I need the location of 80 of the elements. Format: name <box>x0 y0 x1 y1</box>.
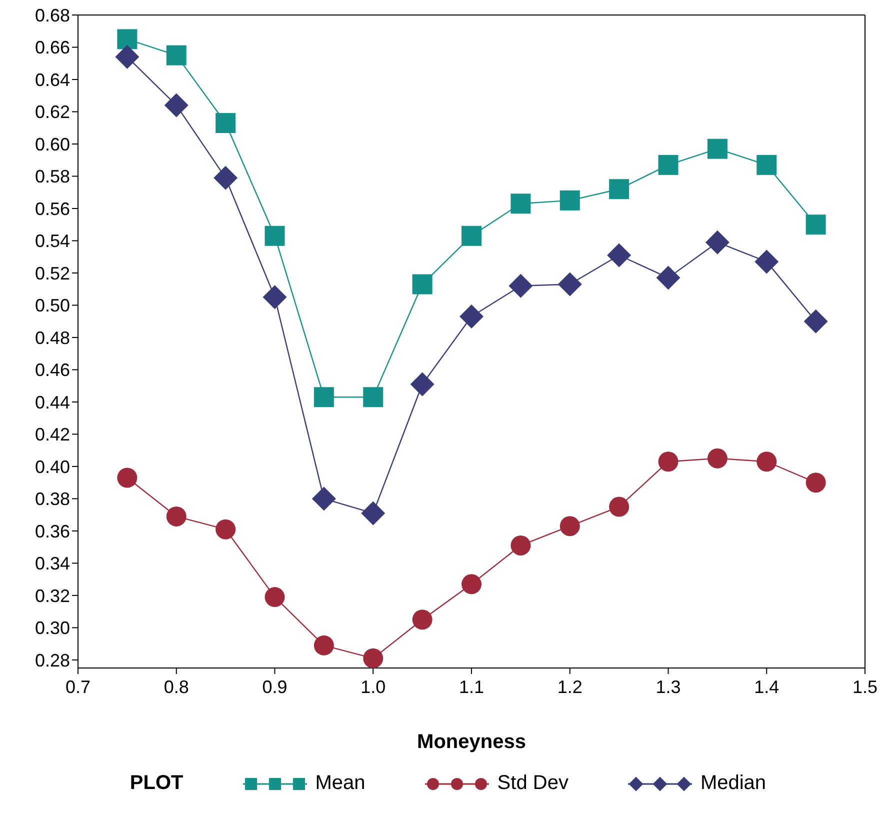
x-axis-title: Moneyness <box>417 731 526 753</box>
legend-label: Median <box>700 772 766 795</box>
x-tick-label: 1.1 <box>458 676 484 697</box>
y-tick-label: 0.40 <box>34 456 70 477</box>
point <box>510 194 531 214</box>
point <box>117 468 138 488</box>
point <box>166 506 186 526</box>
point <box>363 648 384 668</box>
point <box>460 304 484 329</box>
point <box>412 610 432 630</box>
point <box>707 138 728 159</box>
point <box>806 214 826 235</box>
point <box>216 113 236 134</box>
x-tick-label: 1.2 <box>557 676 582 697</box>
x-tick-label: 1.4 <box>754 676 780 697</box>
point <box>707 448 728 468</box>
point <box>658 154 678 175</box>
point <box>410 372 434 396</box>
x-tick-label: 1.3 <box>656 676 681 697</box>
y-tick-label: 0.64 <box>34 70 70 90</box>
x-tick-label: 0.9 <box>262 676 288 697</box>
point <box>756 452 777 472</box>
y-tick-label: 0.50 <box>34 296 70 316</box>
y-tick-label: 0.48 <box>34 328 70 348</box>
point <box>262 285 287 310</box>
point <box>607 243 632 268</box>
point <box>166 45 186 66</box>
point <box>656 266 680 290</box>
point <box>806 472 826 493</box>
legend-title: PLOT <box>130 772 184 795</box>
point <box>510 535 531 556</box>
point <box>558 272 582 296</box>
point <box>314 635 334 656</box>
point <box>264 226 285 246</box>
y-tick-label: 0.46 <box>34 360 70 380</box>
y-tick-label: 0.52 <box>34 263 70 284</box>
point <box>164 93 188 118</box>
point <box>560 516 580 536</box>
y-tick-label: 0.44 <box>34 392 70 412</box>
point <box>117 29 138 50</box>
x-tick-label: 1.5 <box>852 676 878 697</box>
x-tick-label: 1.0 <box>360 676 386 697</box>
y-tick-label: 0.54 <box>34 231 70 252</box>
x-tick-label: 0.7 <box>65 676 91 697</box>
y-tick-label: 0.66 <box>34 38 70 58</box>
point <box>508 274 533 298</box>
x-tick-label: 0.8 <box>164 676 189 697</box>
point <box>314 387 334 408</box>
point <box>754 250 779 274</box>
y-tick-label: 0.42 <box>34 424 70 445</box>
y-tick-label: 0.60 <box>34 134 70 154</box>
point <box>658 452 678 472</box>
point <box>312 486 336 511</box>
point <box>804 309 828 334</box>
point <box>363 387 384 408</box>
y-tick-label: 0.56 <box>34 198 70 219</box>
y-tick-label: 0.34 <box>34 554 70 574</box>
legend-label: Mean <box>315 772 366 795</box>
y-tick-label: 0.58 <box>34 166 70 187</box>
point <box>462 574 482 594</box>
y-tick-label: 0.62 <box>34 102 70 122</box>
point <box>462 226 482 246</box>
y-tick-label: 0.38 <box>34 489 70 510</box>
point <box>412 274 432 294</box>
point <box>216 519 236 540</box>
point <box>361 501 386 526</box>
y-tick-label: 0.68 <box>34 5 70 26</box>
point <box>705 230 730 254</box>
legend-label: Std Dev <box>497 772 568 795</box>
point <box>609 179 630 200</box>
point <box>609 496 630 517</box>
point <box>756 154 777 175</box>
y-tick-label: 0.28 <box>34 650 70 670</box>
y-tick-label: 0.30 <box>34 618 70 638</box>
point <box>115 44 140 69</box>
point <box>560 190 580 210</box>
y-tick-label: 0.36 <box>34 521 70 542</box>
point <box>214 166 238 190</box>
y-tick-label: 0.32 <box>34 586 70 606</box>
point <box>264 587 285 608</box>
